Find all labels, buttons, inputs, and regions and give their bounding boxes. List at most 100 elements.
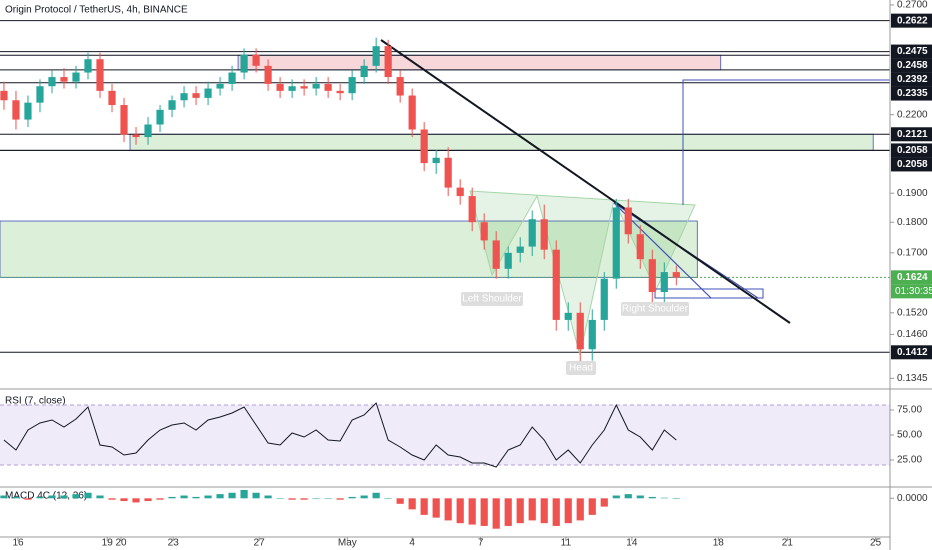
x-tick-label: May [338,538,357,549]
candle-body [264,65,272,84]
macd-bar [324,498,332,499]
x-tick-label: 7 [478,538,484,549]
candle-body [672,272,680,278]
level-label: 0.1412 [897,347,928,358]
candle-body [48,77,56,87]
macd-bar [648,496,656,499]
candle-body [492,240,500,269]
macd-bar [624,494,632,499]
candle-body [420,129,428,164]
level-label: 0.2121 [897,129,928,140]
candle-body [60,77,68,82]
macd-bar [372,492,380,499]
macd-bar [540,498,548,524]
candle-body [468,196,476,223]
level-label: 0.2058 [897,145,928,156]
candle-body [528,219,536,247]
candle-body [612,207,620,279]
annotation-text: Left Shoulder [462,294,522,305]
candle-body [240,54,248,73]
candle-body [216,83,224,89]
candle-body [72,72,80,82]
level-label-box [891,127,932,142]
candle-body [204,88,212,98]
level-label-box [891,13,932,28]
candle-body [144,124,152,138]
y-tick-label: 0.1900 [897,188,928,199]
rsi-line [3,402,677,468]
macd-bar [504,498,512,526]
level-label: 0.2458 [897,60,928,71]
candle-body [336,90,344,94]
macd-bar [84,492,92,499]
target-line [682,79,890,205]
rsi-band [0,405,890,465]
candle-body [96,59,104,91]
candle-body [252,54,260,66]
candle-body [324,83,332,91]
candle-body [156,109,164,125]
y-tick-label: 0.0000 [897,493,928,504]
x-tick-label: 11 [561,538,572,549]
level-label: 0.2475 [897,46,928,57]
macd-bar [552,498,560,526]
level-label-box [891,58,932,73]
macd-bar [216,494,224,499]
rsi-title: RSI (7, close) [5,396,66,407]
y-tick-label: 0.1520 [897,307,928,318]
x-tick-label: 27 [254,538,266,549]
zone [0,220,698,278]
y-tick-label: 75.00 [897,405,922,416]
candle-body [180,93,188,101]
level-label: 0.1624 [897,272,928,283]
macd-bar [240,490,248,499]
y-tick-label: 0.2700 [897,0,928,11]
candle-body [108,90,116,106]
zone [129,133,874,151]
annotation-box [461,292,523,306]
macd-bar [276,498,284,499]
candle-body [276,83,284,91]
macd-bar [180,495,188,499]
macd-bar [168,496,176,499]
y-tick-label: 0.1800 [897,217,928,228]
macd-bar [600,498,608,507]
macd-bar [636,495,644,499]
candle-body [348,77,356,94]
level-label-box [891,157,932,172]
macd-bar [480,498,488,526]
annotation: Right Shoulder [621,302,689,316]
macd-bar [336,498,344,500]
candle-body [396,77,404,96]
macd-bar [612,495,620,499]
y-tick-label: 25.00 [897,455,922,466]
macd-bar [408,498,416,510]
candle-body [0,90,8,101]
candle-body [624,207,632,235]
candle-body [384,46,392,78]
level-label-box [891,44,932,59]
macd-bar [396,498,404,504]
candle-body [432,157,440,164]
candle-body [660,272,668,293]
macd-bar [300,498,308,500]
x-tick-label: 18 [713,538,725,549]
macd-bar [204,495,212,499]
macd-bar [528,498,536,521]
macd-bar [12,496,20,499]
candle-body [288,86,296,91]
macd-bar [24,498,32,500]
zone [237,54,722,71]
candle-body [132,134,140,138]
macd-title: MACD 4C (12, 26) [5,491,87,502]
macd-bar [348,496,356,499]
macd-bar [468,498,476,525]
y-tick-label: 50.00 [897,430,922,441]
candles [0,37,680,365]
candle-body [312,83,320,89]
candle-body [540,219,548,250]
x-tick-label: 21 [782,538,794,549]
candle-body [480,222,488,241]
y-tick-label: 0.1700 [897,247,928,258]
candle-body [120,105,128,135]
